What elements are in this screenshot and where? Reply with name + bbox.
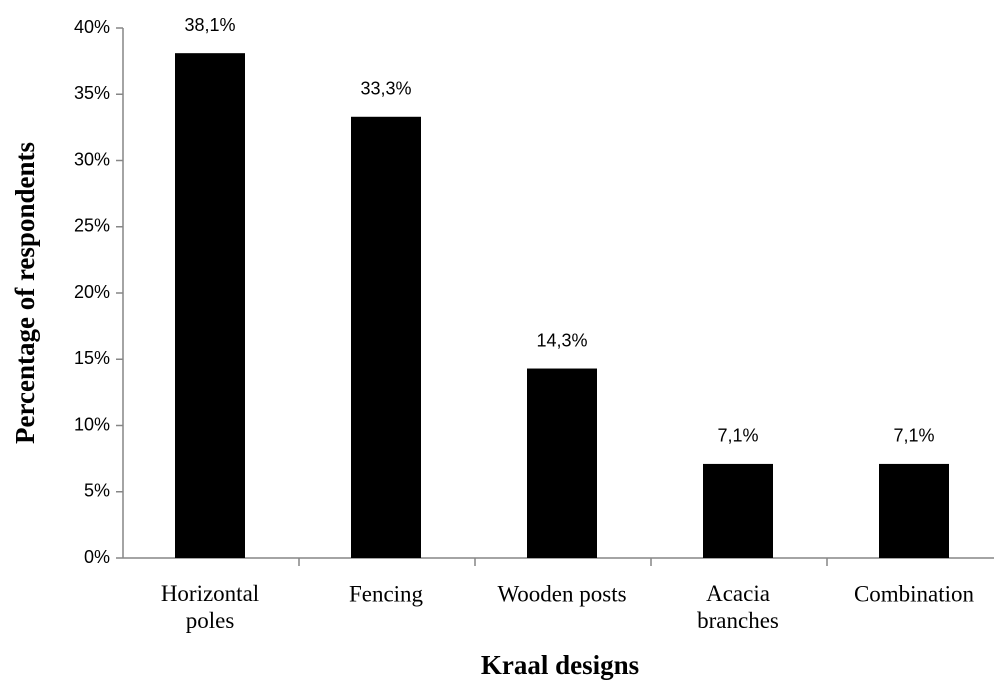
bar <box>703 463 773 558</box>
y-tick-label: 35% <box>74 83 110 103</box>
y-tick-label: 5% <box>84 481 110 501</box>
value-label: 7,1% <box>717 426 758 446</box>
y-tick-label: 30% <box>74 149 110 169</box>
bar <box>351 116 421 559</box>
bar <box>175 53 245 559</box>
y-axis-title: Percentage of respondents <box>10 142 40 444</box>
y-tick-label: 0% <box>84 547 110 567</box>
y-tick-label: 20% <box>74 282 110 302</box>
value-label: 38,1% <box>184 15 235 35</box>
x-axis-title: Kraal designs <box>481 650 639 680</box>
y-tick-label: 40% <box>74 17 110 37</box>
bar <box>879 463 949 558</box>
y-tick-label: 10% <box>74 414 110 434</box>
value-label: 33,3% <box>360 79 411 99</box>
x-tick-label: Wooden posts <box>497 581 626 606</box>
bar <box>527 368 597 558</box>
y-tick-label: 15% <box>74 348 110 368</box>
x-tick-label: Combination <box>854 581 975 606</box>
value-label: 7,1% <box>893 426 934 446</box>
y-tick-label: 25% <box>74 216 110 236</box>
x-tick-label: Fencing <box>349 581 424 606</box>
x-tick-label: Horizontal poles <box>161 581 259 633</box>
value-label: 14,3% <box>536 330 587 350</box>
x-tick-label: Acacia branches <box>697 581 779 633</box>
